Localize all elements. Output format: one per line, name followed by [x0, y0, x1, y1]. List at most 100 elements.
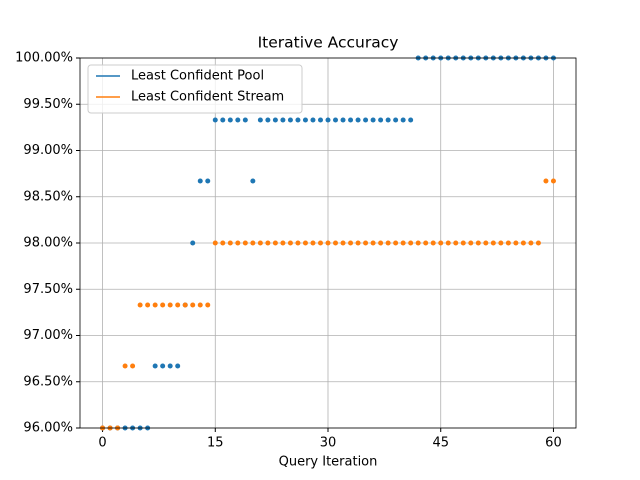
data-point	[460, 240, 466, 246]
data-point	[348, 117, 354, 123]
data-point	[355, 117, 361, 123]
data-point	[535, 240, 541, 246]
data-point	[205, 178, 211, 184]
data-point	[280, 117, 286, 123]
data-point	[250, 240, 256, 246]
data-point	[287, 240, 293, 246]
data-point	[378, 240, 384, 246]
data-point	[415, 240, 421, 246]
data-point	[340, 240, 346, 246]
data-point	[393, 240, 399, 246]
data-point	[265, 117, 271, 123]
data-point	[227, 117, 233, 123]
data-point	[122, 363, 128, 369]
data-point	[430, 240, 436, 246]
data-point	[280, 240, 286, 246]
data-point	[505, 240, 511, 246]
data-point	[453, 240, 459, 246]
data-point	[272, 240, 278, 246]
data-point	[513, 240, 519, 246]
data-point	[220, 240, 226, 246]
x-tick-label: 45	[432, 436, 449, 451]
data-point	[302, 117, 308, 123]
data-point	[302, 240, 308, 246]
data-point	[445, 240, 451, 246]
data-point	[408, 240, 414, 246]
data-point	[190, 240, 196, 246]
y-tick-label: 100.00%	[15, 51, 73, 66]
data-point	[498, 240, 504, 246]
data-point	[152, 363, 158, 369]
legend-label: Least Confident Stream	[131, 90, 284, 105]
data-point	[385, 240, 391, 246]
data-point	[333, 117, 339, 123]
data-point	[310, 240, 316, 246]
data-point	[438, 240, 444, 246]
data-point	[528, 240, 534, 246]
data-point	[468, 240, 474, 246]
data-point	[242, 240, 248, 246]
data-point	[393, 117, 399, 123]
data-point	[348, 240, 354, 246]
x-tick-label: 0	[98, 436, 106, 451]
x-tick-label: 60	[545, 436, 562, 451]
data-point	[423, 240, 429, 246]
y-tick-label: 97.00%	[23, 328, 73, 343]
y-tick-label: 96.00%	[23, 421, 73, 436]
data-point	[242, 117, 248, 123]
data-point	[370, 117, 376, 123]
data-point	[212, 240, 218, 246]
data-point	[227, 240, 233, 246]
data-point	[370, 240, 376, 246]
data-point	[400, 240, 406, 246]
y-tick-label: 96.50%	[23, 374, 73, 389]
data-point	[160, 302, 166, 308]
data-point	[197, 178, 203, 184]
data-point	[235, 240, 241, 246]
data-point	[160, 363, 166, 369]
data-point	[543, 178, 549, 184]
chart-title: Iterative Accuracy	[258, 34, 399, 52]
data-point	[325, 240, 331, 246]
data-point	[145, 302, 151, 308]
data-point	[175, 302, 181, 308]
data-point	[317, 117, 323, 123]
data-point	[137, 302, 143, 308]
legend-label: Least Confident Pool	[131, 69, 264, 84]
y-tick-label: 98.50%	[23, 189, 73, 204]
data-point	[408, 117, 414, 123]
data-point	[475, 240, 481, 246]
plot-frame	[79, 57, 577, 429]
data-point	[310, 117, 316, 123]
x-tick-label: 30	[320, 436, 337, 451]
data-point	[295, 117, 301, 123]
data-point	[483, 240, 489, 246]
data-point	[212, 117, 218, 123]
data-point	[257, 117, 263, 123]
y-tick-label: 99.50%	[23, 97, 73, 112]
x-tick-label: 15	[207, 436, 224, 451]
data-point	[325, 117, 331, 123]
data-point	[340, 117, 346, 123]
data-point	[490, 240, 496, 246]
data-point	[363, 240, 369, 246]
data-point	[167, 302, 173, 308]
y-tick-label: 98.00%	[23, 236, 73, 251]
data-point	[250, 178, 256, 184]
data-point	[130, 363, 136, 369]
data-point	[175, 363, 181, 369]
data-point	[235, 117, 241, 123]
legend-box	[87, 64, 303, 114]
data-point	[378, 117, 384, 123]
data-point	[363, 117, 369, 123]
data-point	[257, 240, 263, 246]
data-point	[385, 117, 391, 123]
data-point	[295, 240, 301, 246]
data-point	[400, 117, 406, 123]
data-point	[190, 302, 196, 308]
data-point	[317, 240, 323, 246]
data-point	[197, 302, 203, 308]
y-tick-label: 97.50%	[23, 282, 73, 297]
data-point	[220, 117, 226, 123]
